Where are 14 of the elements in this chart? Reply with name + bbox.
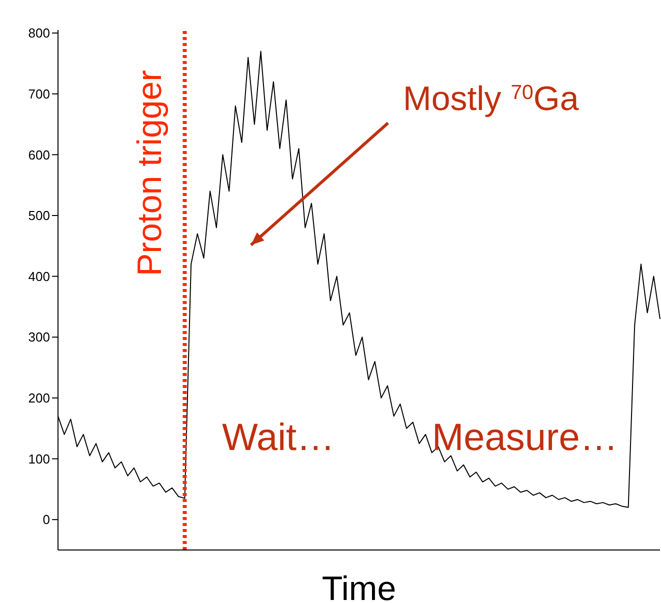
y-tick-label: 400 bbox=[28, 268, 50, 284]
y-tick-label: 300 bbox=[28, 330, 50, 345]
y-tick-label: 500 bbox=[28, 208, 50, 224]
annotation: Mostly $^{70}$Ga bbox=[403, 80, 579, 118]
x-axis-title: Time bbox=[322, 570, 396, 603]
annotation: Measure… bbox=[432, 417, 618, 459]
y-tick-label: 100 bbox=[28, 451, 50, 466]
y-tick-label: 600 bbox=[28, 147, 50, 162]
y-tick-label: 800 bbox=[28, 26, 50, 41]
y-tick-label: 0 bbox=[42, 512, 50, 528]
annotation: Proton trigger bbox=[130, 70, 169, 276]
y-tick-label: 200 bbox=[28, 390, 50, 406]
y-tick-label: 700 bbox=[28, 86, 50, 102]
annotation: Wait… bbox=[222, 417, 335, 459]
